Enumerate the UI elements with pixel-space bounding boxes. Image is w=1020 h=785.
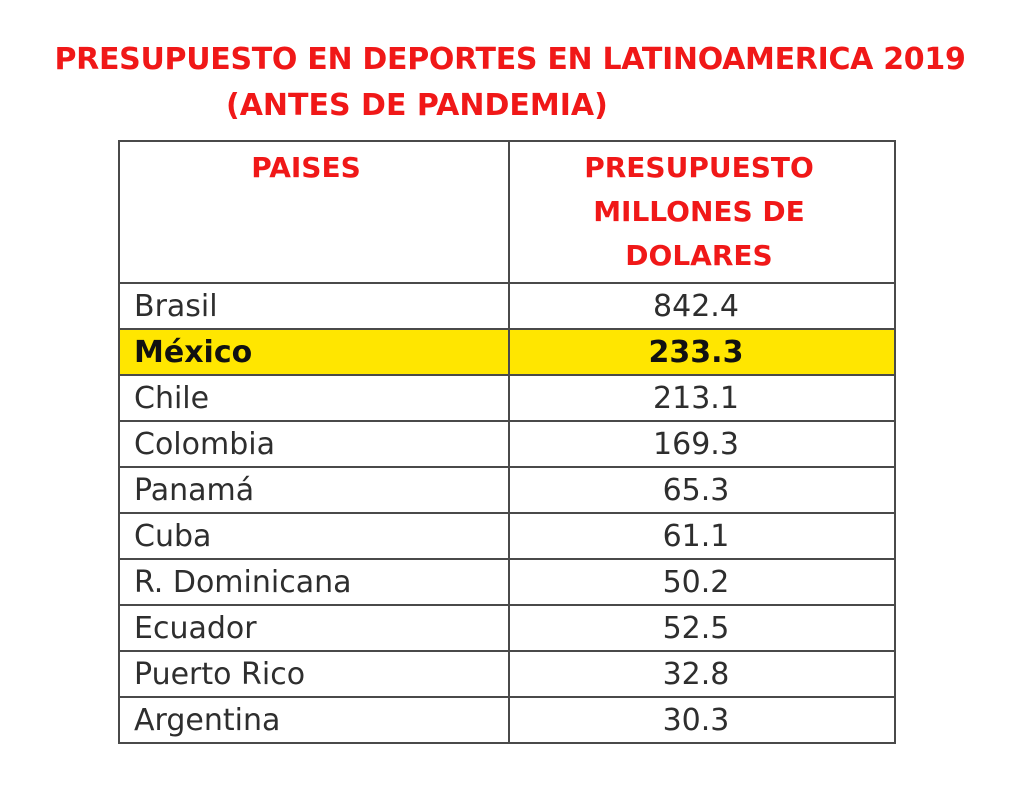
budget-value: 32.8 — [662, 656, 730, 692]
table-row: Cuba 61.1 — [118, 512, 896, 560]
budget-cell: 233.3 — [508, 328, 896, 376]
budget-cell: 50.2 — [508, 558, 896, 606]
budget-value: 61.1 — [662, 518, 730, 554]
document-subtitle: (ANTES DE PANDEMIA) — [226, 88, 608, 123]
header-budget-label: PRESUPUESTO MILLONES DE DOLARES — [504, 142, 894, 278]
budget-table: PAISES PRESUPUESTO MILLONES DE DOLARES B… — [118, 140, 896, 744]
country-cell: Argentina — [118, 696, 510, 744]
header-countries-label: PAISES — [251, 151, 361, 184]
country-cell: Cuba — [118, 512, 510, 560]
budget-cell: 30.3 — [508, 696, 896, 744]
header-budget-line: MILLONES DE — [593, 195, 805, 228]
header-budget: PRESUPUESTO MILLONES DE DOLARES — [508, 140, 896, 284]
country-cell: Ecuador — [118, 604, 510, 652]
table-row: Brasil 842.4 — [118, 282, 896, 330]
budget-value: 213.1 — [653, 380, 739, 416]
country-cell: Brasil — [118, 282, 510, 330]
budget-cell: 213.1 — [508, 374, 896, 422]
budget-cell: 52.5 — [508, 604, 896, 652]
table-header-row: PAISES PRESUPUESTO MILLONES DE DOLARES — [118, 140, 896, 284]
header-budget-line: PRESUPUESTO — [584, 151, 814, 184]
budget-cell: 842.4 — [508, 282, 896, 330]
budget-cell: 61.1 — [508, 512, 896, 560]
header-budget-line: DOLARES — [625, 239, 773, 272]
country-cell: Chile — [118, 374, 510, 422]
budget-cell: 65.3 — [508, 466, 896, 514]
table-row: Colombia 169.3 — [118, 420, 896, 468]
country-cell: Panamá — [118, 466, 510, 514]
table-row-highlighted: México 233.3 — [118, 328, 896, 376]
budget-value: 842.4 — [653, 288, 739, 324]
budget-value: 233.3 — [648, 334, 744, 370]
table-row: R. Dominicana 50.2 — [118, 558, 896, 606]
country-cell: R. Dominicana — [118, 558, 510, 606]
table-row: Ecuador 52.5 — [118, 604, 896, 652]
budget-value: 52.5 — [662, 610, 730, 646]
budget-value: 169.3 — [653, 426, 739, 462]
budget-value: 50.2 — [662, 564, 730, 600]
table-row: Argentina 30.3 — [118, 696, 896, 744]
budget-value: 65.3 — [662, 472, 730, 508]
table-row: Puerto Rico 32.8 — [118, 650, 896, 698]
country-cell: Puerto Rico — [118, 650, 510, 698]
table-row: Chile 213.1 — [118, 374, 896, 422]
country-cell: México — [118, 328, 510, 376]
budget-cell: 169.3 — [508, 420, 896, 468]
header-countries: PAISES — [118, 140, 510, 284]
document-title: PRESUPUESTO EN DEPORTES EN LATINOAMERICA… — [54, 42, 966, 77]
table-row: Panamá 65.3 — [118, 466, 896, 514]
budget-cell: 32.8 — [508, 650, 896, 698]
budget-value: 30.3 — [662, 702, 730, 738]
country-cell: Colombia — [118, 420, 510, 468]
